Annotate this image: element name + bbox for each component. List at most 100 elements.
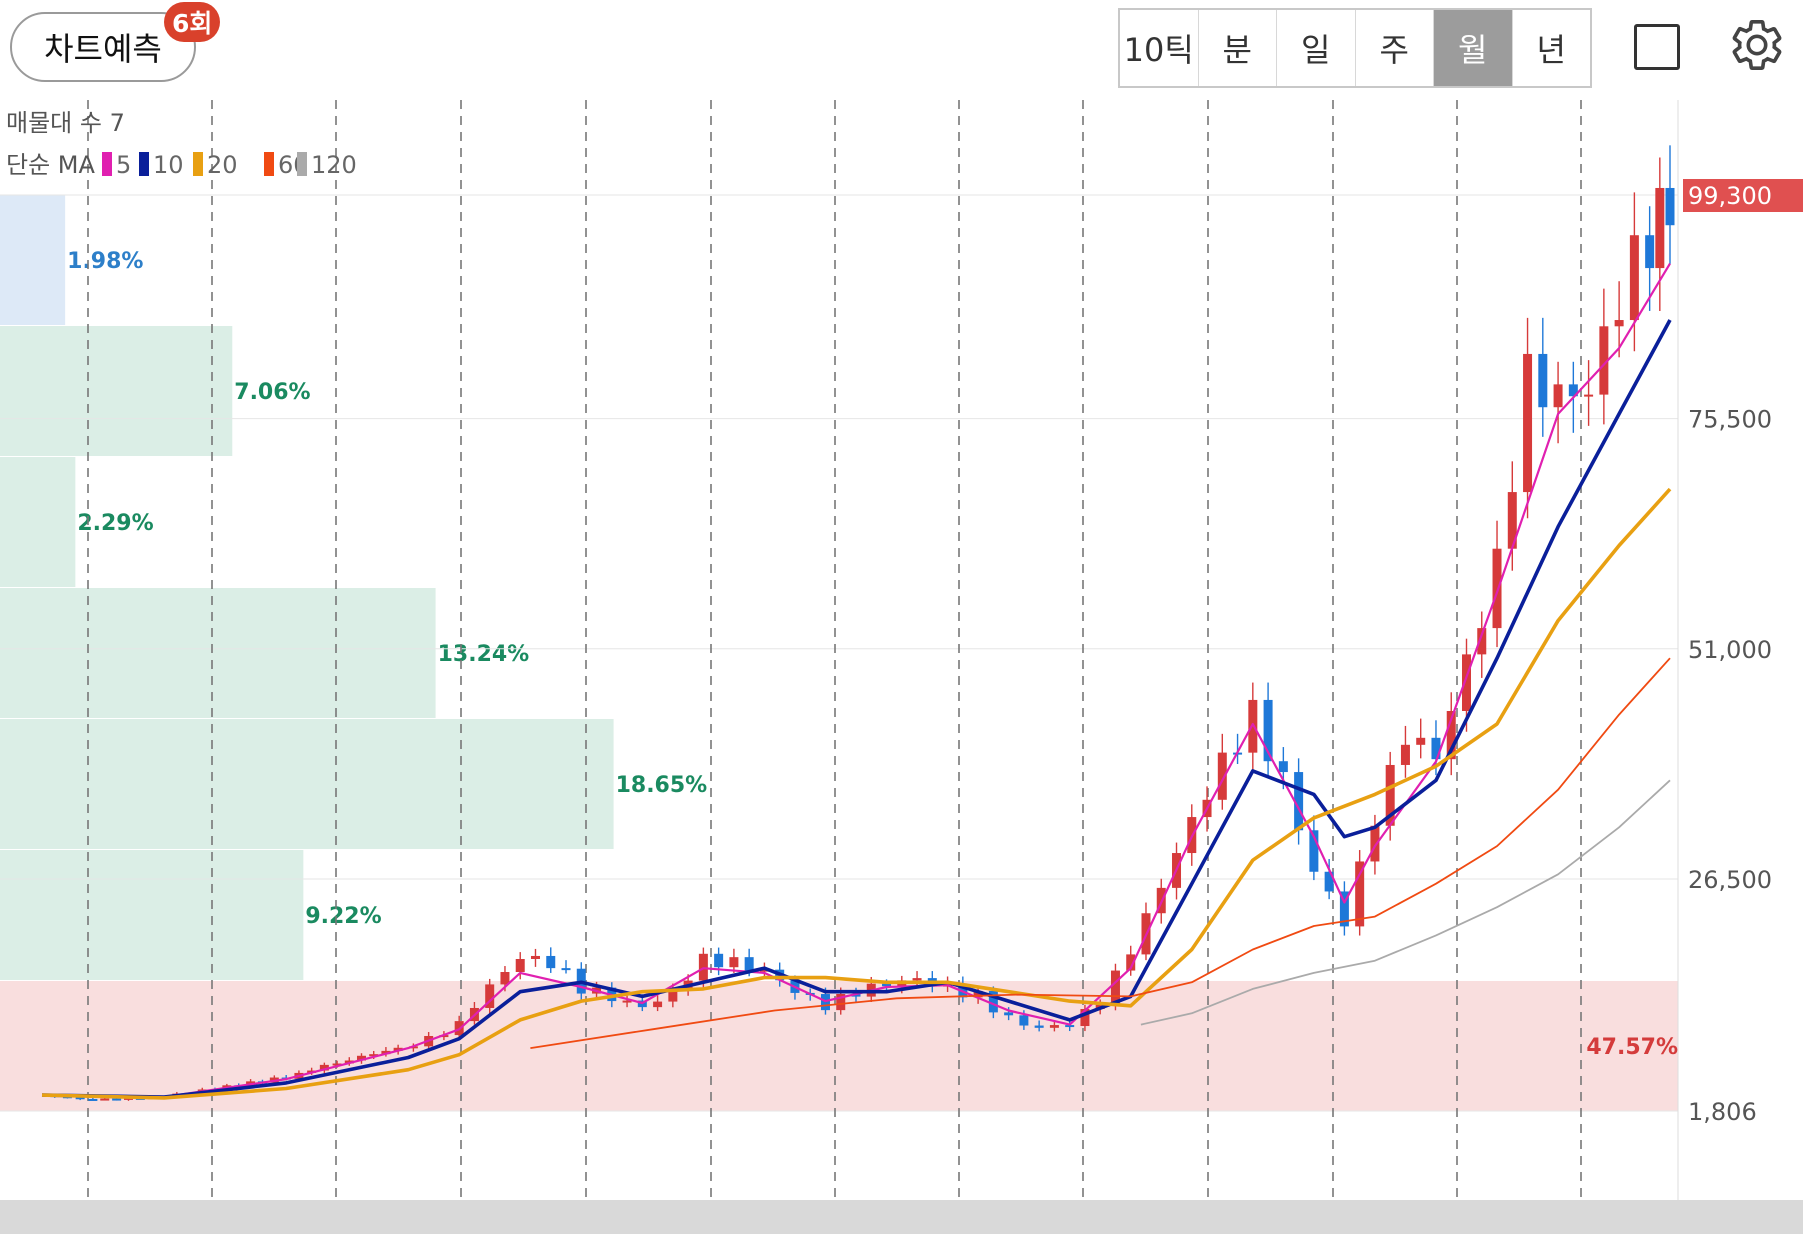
- candle-body: [88, 1098, 98, 1101]
- candle-body: [1568, 384, 1578, 397]
- gear-icon[interactable]: [1728, 16, 1786, 74]
- candle-body: [546, 955, 556, 969]
- candle-body: [973, 990, 983, 998]
- ma-legend-swatch: [297, 152, 307, 176]
- period-selector: 10틱 분 일 주 월 년: [1118, 8, 1592, 88]
- volume-profile-label: 13.24%: [438, 642, 530, 667]
- last-price-tag: [1683, 179, 1803, 212]
- y-tick-label: 75,500: [1688, 406, 1772, 434]
- candle-body: [622, 1000, 632, 1003]
- volume-profile-label: 7.06%: [234, 380, 310, 405]
- stock-chart[interactable]: 1.98% 7.06% 2.29% 13.24% 18.65% 9.22% 47.57% 75…: [0, 100, 1803, 1234]
- candle-body: [500, 971, 510, 985]
- candle-body: [75, 1097, 85, 1100]
- y-tick-label: 26,500: [1688, 866, 1772, 894]
- y-tick-label: 1,806: [1688, 1098, 1757, 1126]
- ma-line-10: [41, 319, 1672, 1099]
- candle-body: [1019, 1015, 1029, 1026]
- candle-body: [1431, 737, 1441, 760]
- candle-body: [882, 983, 892, 987]
- candle-body: [714, 953, 724, 968]
- volume-profile-label: 18.65%: [616, 773, 708, 798]
- candle-body: [112, 1098, 122, 1101]
- candle-body: [668, 989, 678, 1002]
- candle-body: [1339, 891, 1349, 927]
- candle-body: [1110, 970, 1120, 1005]
- square-icon[interactable]: [1634, 24, 1680, 70]
- candle-body: [1385, 764, 1395, 826]
- candle-body: [1294, 772, 1304, 831]
- candle-body: [1477, 628, 1487, 655]
- candle-body: [393, 1047, 403, 1051]
- volume-profile-bar: [0, 588, 436, 718]
- top-toolbar: 차트예측 6회 10틱 분 일 주 월 년: [0, 0, 1803, 100]
- candle-body: [1400, 744, 1410, 765]
- candle-body: [485, 984, 495, 1008]
- chart-predict-label: 차트예측: [44, 30, 162, 68]
- candle-body: [1492, 548, 1502, 629]
- ma-legend-period: 5: [116, 151, 131, 179]
- candle-body: [1507, 492, 1517, 549]
- candle-body: [1553, 384, 1563, 408]
- candle-body: [851, 993, 861, 997]
- candle-body: [988, 990, 998, 1013]
- candle-body: [653, 1001, 663, 1008]
- candle-body: [1217, 752, 1227, 800]
- period-day[interactable]: 일: [1277, 10, 1356, 86]
- candle-body: [1263, 699, 1273, 762]
- candle-body: [369, 1054, 379, 1057]
- candle-body: [1614, 320, 1624, 327]
- candle-body: [912, 978, 922, 981]
- candle-body: [744, 957, 754, 971]
- candle-body: [1629, 235, 1639, 321]
- candle-body: [1370, 825, 1380, 862]
- candle-body: [1645, 235, 1655, 269]
- ma-legend-swatch: [102, 152, 112, 176]
- candle-body: [332, 1063, 342, 1066]
- period-year[interactable]: 년: [1536, 31, 1566, 69]
- candle-body: [1080, 1008, 1090, 1027]
- candle-body: [319, 1064, 329, 1071]
- period-minute[interactable]: 분: [1199, 10, 1277, 86]
- volume-profile-bar: [0, 195, 66, 325]
- candle-body: [1065, 1025, 1075, 1028]
- candle-body: [836, 993, 846, 1011]
- candle-body: [1309, 830, 1319, 872]
- period-week[interactable]: 주: [1356, 10, 1434, 86]
- candle-body: [1278, 761, 1288, 773]
- ma-legend-period: 120: [311, 151, 357, 179]
- ma-legend-swatch: [264, 152, 274, 176]
- candle-body: [1355, 861, 1365, 927]
- y-tick-label: 51,000: [1688, 636, 1772, 664]
- candle-body: [561, 968, 571, 971]
- predict-count-badge: 6회: [164, 2, 221, 42]
- candle-body: [1446, 711, 1456, 760]
- volume-profile-label: 47.57%: [1586, 1035, 1678, 1060]
- candle-body: [1004, 1012, 1014, 1016]
- candle-body: [123, 1097, 133, 1100]
- candle-body: [1126, 954, 1136, 971]
- ma-legend-period: 10: [153, 151, 184, 179]
- last-price-label: 99,300: [1688, 182, 1772, 210]
- candle-body: [100, 1098, 110, 1101]
- candle-body: [1599, 326, 1609, 395]
- period-10tick[interactable]: 10틱: [1120, 10, 1199, 86]
- volume-profile-label: 1.98%: [67, 249, 143, 274]
- candle-body: [1416, 737, 1426, 745]
- volume-profile-bar: [0, 326, 233, 456]
- volume-profile-label: 2.29%: [77, 511, 153, 536]
- candle-body: [729, 957, 739, 968]
- period-month[interactable]: 월: [1434, 10, 1513, 86]
- x-axis-bar: [0, 1200, 1803, 1234]
- candle-body: [356, 1055, 366, 1061]
- volume-profile-bar: [0, 719, 614, 849]
- candle-body: [1538, 353, 1548, 408]
- ma-legend-swatch: [193, 152, 203, 176]
- candle-body: [1584, 394, 1594, 397]
- ma-line-20: [41, 487, 1672, 1100]
- ma-legend-period: 20: [207, 151, 238, 179]
- ma-line-60: [530, 657, 1671, 1049]
- volume-profile-bar: [0, 457, 76, 587]
- candle-body: [1049, 1025, 1059, 1028]
- ma-line-5: [41, 263, 1671, 1099]
